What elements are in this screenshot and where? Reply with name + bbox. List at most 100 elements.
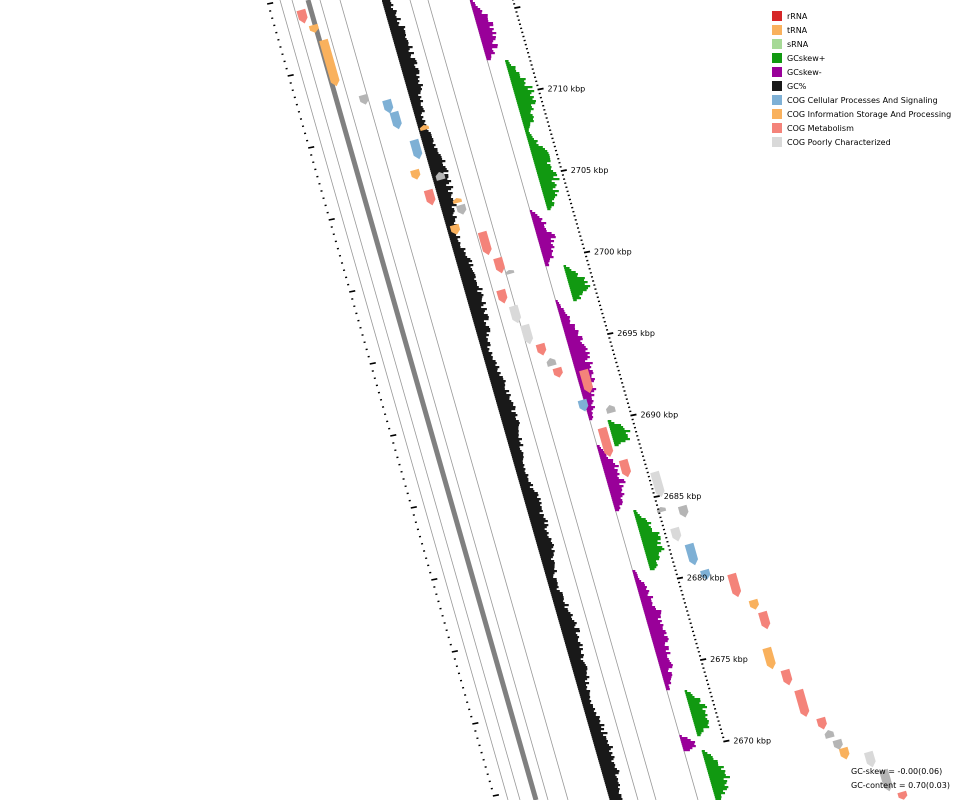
gc-content-bar (474, 326, 490, 329)
gc-skew-positive-bar (516, 100, 536, 103)
gc-content-bar (518, 480, 529, 483)
gc-skew-negative-bar (681, 743, 695, 746)
gc-skew-positive-bar (714, 796, 722, 799)
gc-content-bar (559, 624, 576, 627)
legend-label: rRNA (787, 11, 808, 21)
gc-content-bar (542, 562, 555, 565)
gc-skew-positive-bar (519, 110, 531, 113)
gc-skew-positive-bar (610, 430, 631, 433)
genome-stats: GC-skew = -0.00(0.06) GC-content = 0.70(… (851, 765, 959, 793)
gc-content-bar (510, 452, 524, 455)
gc-skew-positive-bar (647, 558, 660, 561)
gc-skew-positive-bar (537, 174, 558, 177)
gc-skew-positive-bar (569, 285, 591, 288)
gc-skew-negative-bar (561, 320, 571, 323)
gc-skew-positive-bar (573, 299, 577, 302)
gc-content-bar (522, 492, 538, 495)
gc-skew-negative-bar (530, 212, 536, 215)
gc-content-bar (506, 438, 522, 441)
gc-content-bar (441, 208, 455, 211)
gc-skew-negative-bar (540, 248, 552, 251)
gc-content-bar (384, 10, 397, 13)
gc-content-bar (583, 708, 596, 711)
legend-item: tRNA (772, 23, 958, 37)
gc-skew-negative-bar (562, 326, 575, 329)
gc-skew-negative-bar (603, 469, 618, 472)
gc-content-bar (392, 38, 407, 41)
gc-content-bar (389, 26, 406, 29)
gene-feature-arrow (700, 568, 711, 580)
gc-content-bar (535, 540, 551, 543)
gc-content-bar (541, 558, 552, 561)
gc-skew-positive-bar (706, 766, 724, 769)
gc-content-bar (588, 724, 605, 727)
gc-content-bar (570, 660, 584, 663)
gc-skew-positive-bar (685, 694, 693, 697)
gc-skew-negative-bar (530, 214, 538, 217)
gc-content-bar (408, 92, 421, 95)
gc-content-bar (404, 80, 420, 83)
gc-skew-positive-bar (546, 206, 552, 209)
gc-skew-positive-bar (645, 552, 659, 555)
gc-content-bar (385, 14, 396, 17)
gc-skew-negative-bar (648, 626, 663, 629)
gc-skew-negative-bar (485, 54, 492, 57)
gc-content-bar (608, 796, 622, 799)
gc-skew-negative-bar (639, 596, 654, 599)
gc-skew-positive-bar (527, 138, 534, 141)
gc-content-bar (602, 774, 616, 777)
gc-skew-positive-bar (537, 172, 557, 175)
gc-skew-negative-bar (657, 658, 669, 661)
gc-skew-positive-bar (705, 764, 719, 767)
gc-skew-negative-bar (682, 747, 693, 750)
gc-skew-negative-bar (599, 453, 607, 456)
gc-content-bar (457, 264, 474, 267)
gc-content-bar (544, 570, 557, 573)
gc-skew-positive-bar (572, 295, 580, 298)
gc-content-bar (517, 476, 528, 479)
gc-skew-positive-bar (541, 188, 553, 191)
gc-skew-positive-bar (531, 154, 550, 157)
gc-skew-negative-bar (486, 58, 491, 61)
gc-skew-positive-bar (525, 130, 529, 133)
gc-content-bar (529, 518, 546, 521)
gc-skew-positive-bar (522, 120, 534, 123)
gc-skew-negative-bar (606, 479, 625, 482)
gc-content-bar (499, 412, 516, 415)
gc-skew-negative-bar (658, 662, 672, 665)
gc-content-bar (514, 466, 524, 469)
gc-content-bar (407, 88, 422, 91)
gc-content-bar (473, 320, 484, 323)
gc-content-bar (469, 306, 482, 309)
gc-skew-negative-bar (533, 222, 547, 225)
gc-content-bar (460, 276, 476, 279)
gc-content-bar (448, 232, 456, 235)
gc-skew-negative-bar (682, 745, 696, 748)
gc-content-bar (602, 772, 619, 775)
gc-content-bar (518, 478, 529, 481)
gc-content-bar (389, 28, 404, 31)
gc-content-bar (411, 102, 421, 105)
gc-content-bar (420, 136, 432, 139)
gc-skew-negative-bar (545, 264, 550, 267)
gc-content-bar (480, 344, 491, 347)
gc-skew-positive-bar (506, 64, 512, 67)
gc-content-bar (488, 374, 500, 377)
gc-skew-negative-bar (560, 318, 570, 321)
gc-skew-negative-bar (564, 332, 579, 335)
gc-skew-negative-bar (569, 350, 586, 353)
gc-skew-negative-bar (585, 406, 595, 409)
outer-scale-tick (607, 332, 614, 336)
gene-features (296, 8, 908, 800)
gc-skew-negative-bar (485, 56, 492, 59)
gc-content-bar (517, 474, 529, 477)
gc-content-bar (523, 496, 538, 499)
gc-content-bar (469, 308, 487, 311)
gc-skew-negative-bar (480, 36, 496, 39)
gc-content-bar (578, 688, 587, 691)
gc-skew-positive-bar (566, 275, 578, 278)
gc-content-bar (397, 54, 411, 57)
gc-skew-positive-bar (644, 550, 662, 553)
gc-content-bar (481, 350, 489, 353)
gc-content-bar (503, 426, 519, 429)
